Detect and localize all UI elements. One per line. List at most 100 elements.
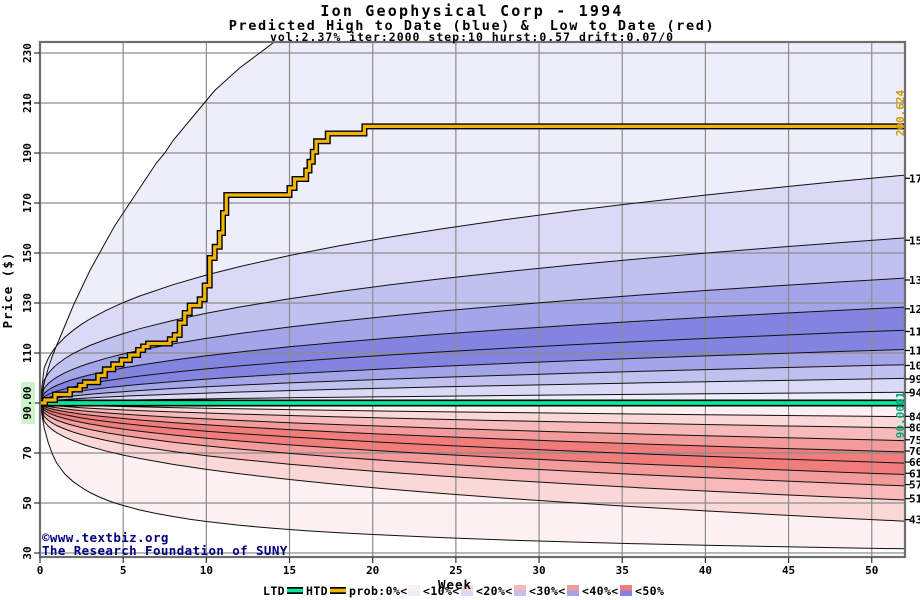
page-subtitle: Predicted High to Date (blue) & Low to D… bbox=[229, 18, 715, 34]
x-tick-label: 0 bbox=[37, 564, 44, 577]
x-tick-label: 25 bbox=[449, 564, 462, 577]
right-axis-label: 111 bbox=[909, 345, 920, 358]
y-tick-label: 190 bbox=[21, 143, 34, 163]
right-axis-label: 75.28 bbox=[909, 434, 920, 447]
band-polygon bbox=[40, 175, 905, 403]
band-polygon bbox=[40, 42, 905, 403]
axis-ticks-and-labels: 0 5 10 15 20 25 30 35 40 45 50 230 210 190 170 150 130 11… bbox=[21, 43, 920, 577]
right-axis-label: 66.39 bbox=[909, 456, 920, 469]
x-tick-label: 20 bbox=[366, 564, 379, 577]
boundary-curve bbox=[40, 402, 905, 475]
band-polygon bbox=[40, 403, 905, 475]
boundary-curve bbox=[40, 42, 275, 404]
boundary-curve bbox=[40, 306, 905, 404]
y-tick-label: 50 bbox=[21, 496, 34, 509]
boundary-curve bbox=[40, 402, 905, 442]
ltd-htd-lines bbox=[40, 123, 905, 407]
band-polygon bbox=[40, 307, 905, 403]
simulation-params: vol:2.37% iter:2000 step:10 hurst:0.57 d… bbox=[270, 30, 674, 44]
probability-bands bbox=[40, 42, 905, 549]
boundary-curve bbox=[40, 237, 905, 404]
plot-frame bbox=[38, 40, 907, 559]
y-tick-highlight bbox=[21, 382, 35, 424]
htd-line bbox=[40, 124, 905, 405]
x-tick-label: 30 bbox=[532, 564, 545, 577]
x-axis-title: Week bbox=[438, 577, 472, 592]
y-tick-label: 230 bbox=[21, 43, 34, 63]
right-axis-label: 139.2 bbox=[909, 274, 920, 287]
boundary-curve bbox=[40, 402, 905, 453]
rotated-value-label: 200.624 bbox=[894, 89, 907, 136]
y-tick-label: 70 bbox=[21, 446, 34, 459]
legend-swatch-red bbox=[461, 585, 473, 591]
band-polygon bbox=[40, 278, 905, 403]
band-boundaries bbox=[40, 42, 905, 550]
x-tick-label: 35 bbox=[616, 564, 629, 577]
y-axis-title: Price ($) bbox=[0, 252, 15, 329]
legend-swatch-blue bbox=[408, 590, 420, 596]
right-axis-label: 84.67 bbox=[909, 410, 920, 423]
band-polygon bbox=[40, 403, 905, 464]
legend-step-label: <30%< bbox=[529, 584, 566, 598]
boundary-curve bbox=[40, 277, 905, 404]
legend-step-label: <40%< bbox=[582, 584, 619, 598]
boundary-curve bbox=[40, 402, 905, 522]
x-tick-label: 15 bbox=[283, 564, 296, 577]
legend-htd-line bbox=[330, 588, 346, 593]
legend-step-label: <10%< bbox=[423, 584, 460, 598]
x-tick-label: 10 bbox=[200, 564, 213, 577]
right-axis-label: 118.6 bbox=[909, 326, 920, 339]
right-axis-label: 127.7 bbox=[909, 303, 920, 316]
band-polygon bbox=[40, 364, 905, 403]
boundary-curve bbox=[40, 402, 905, 501]
legend-swatch-red bbox=[408, 585, 420, 591]
band-polygon bbox=[40, 378, 905, 403]
boundary-curve bbox=[40, 402, 905, 550]
x-tick-label: 50 bbox=[865, 564, 878, 577]
legend-swatch-blue bbox=[567, 590, 579, 596]
right-axis-label: 57.36 bbox=[909, 479, 920, 492]
right-axis-label: 99.63 bbox=[909, 373, 920, 386]
y-tick-label: 30 bbox=[21, 546, 34, 559]
copyright-line-1: ©www.textbiz.org bbox=[42, 530, 169, 545]
right-axis-label: 43.35 bbox=[909, 514, 920, 527]
right-axis-label: 61.89 bbox=[909, 467, 920, 480]
legend-swatch-blue bbox=[514, 590, 526, 596]
band-polygon bbox=[40, 237, 905, 403]
copyright-line-2: The Research Foundation of SUNY bbox=[42, 543, 288, 558]
y-tick-label: 150 bbox=[21, 243, 34, 263]
x-tick-label: 5 bbox=[120, 564, 127, 577]
y-tick-label: 90.00 bbox=[21, 386, 34, 419]
band-polygon bbox=[40, 403, 905, 500]
legend-step-label: <20%< bbox=[476, 584, 513, 598]
right-axis-label: 155.1 bbox=[909, 234, 920, 247]
right-axis-label: 80.27 bbox=[909, 421, 920, 434]
right-axis-label: 70.80 bbox=[909, 445, 920, 458]
legend-htd-label: HTD bbox=[306, 584, 328, 598]
boundary-curve bbox=[40, 402, 905, 464]
x-tick-label: 45 bbox=[782, 564, 795, 577]
band-polygon bbox=[40, 403, 905, 441]
boundary-curve bbox=[40, 174, 905, 404]
y-tick-label: 170 bbox=[21, 193, 34, 213]
legend-swatch-blue bbox=[461, 590, 473, 596]
legend-ltd-line bbox=[287, 588, 303, 593]
boundary-curve bbox=[40, 402, 905, 487]
legend-swatch-blue bbox=[620, 590, 632, 596]
legend-swatch-red bbox=[567, 585, 579, 591]
legend: LTD HTD prob:0%< <10%< <20%< <30%< <40%< <50% bbox=[263, 584, 664, 598]
right-axis-label: 105 bbox=[909, 360, 920, 373]
boundary-curve bbox=[40, 329, 905, 404]
legend-ltd-label: LTD bbox=[263, 584, 285, 598]
band-polygon bbox=[40, 403, 905, 452]
y-tick-label: 210 bbox=[21, 93, 34, 113]
right-axis-label: 179.9 bbox=[909, 172, 920, 185]
legend-step-label: <50% bbox=[635, 584, 664, 598]
legend-swatch-red bbox=[620, 585, 632, 591]
y-tick-label: 110 bbox=[21, 343, 34, 363]
legend-swatch-red bbox=[514, 585, 526, 591]
band-polygon bbox=[40, 403, 905, 549]
band-polygon bbox=[40, 403, 905, 486]
